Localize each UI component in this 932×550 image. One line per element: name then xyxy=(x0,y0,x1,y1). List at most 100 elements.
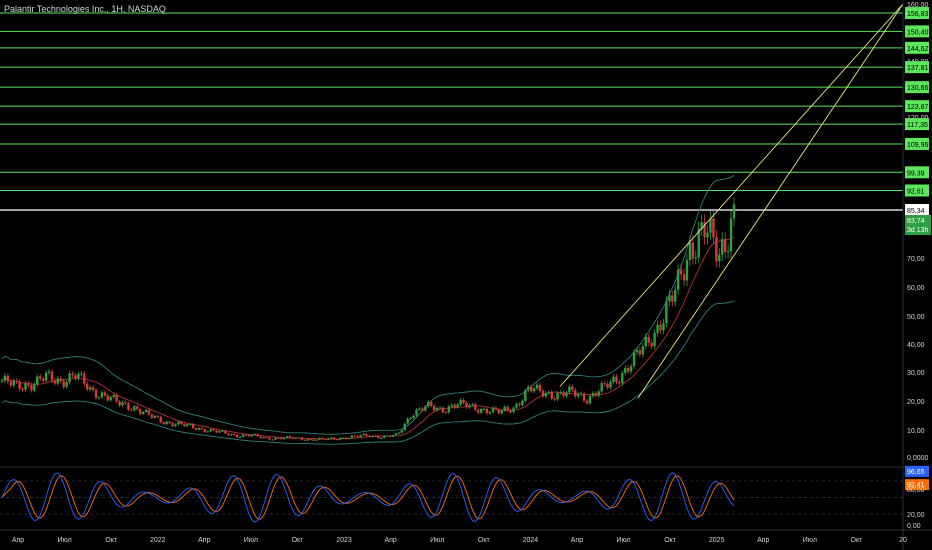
stoch-d-label-bg xyxy=(905,479,929,491)
x-tick-label: Апр xyxy=(12,537,24,544)
candle-body xyxy=(56,378,60,384)
candle-body xyxy=(471,404,474,406)
candle-body xyxy=(133,406,136,411)
candle-body xyxy=(297,437,301,439)
candle-body xyxy=(477,409,480,413)
level-label: 130,66 xyxy=(907,85,929,92)
level-label-bg xyxy=(905,25,929,38)
candle-body xyxy=(691,242,695,259)
candle-body xyxy=(162,422,165,425)
candle-body xyxy=(527,387,530,391)
candle-body xyxy=(529,387,533,392)
candle-body xyxy=(606,383,609,388)
candle-body xyxy=(594,393,598,396)
trend-line-upper xyxy=(559,3,904,387)
last-price-label-bg xyxy=(905,215,931,236)
candle-body xyxy=(156,415,160,417)
moving-average-line xyxy=(1,236,735,440)
x-tick-label: 2024 xyxy=(523,537,539,544)
candle-body xyxy=(541,390,545,397)
level-label-bg xyxy=(905,61,929,74)
bollinger-lower-band xyxy=(1,300,735,445)
level-label: 99,39 xyxy=(907,170,925,177)
candle-body xyxy=(726,251,730,253)
candle-body xyxy=(100,392,104,398)
candle-body xyxy=(391,435,395,437)
candle-body xyxy=(218,431,221,433)
candle-body xyxy=(338,437,342,440)
level-label: 109,96 xyxy=(907,142,929,149)
candle-body xyxy=(353,435,356,437)
y-tick-label: 10,00 xyxy=(907,428,925,435)
candle-body xyxy=(200,428,204,430)
candle-body xyxy=(515,403,518,408)
x-tick-label: Июл xyxy=(616,537,630,544)
candle-body xyxy=(459,399,462,405)
candle-body xyxy=(615,376,618,382)
x-tick-label: Июл xyxy=(244,537,258,544)
candle-body xyxy=(71,373,74,376)
candle-body xyxy=(247,435,251,437)
candle-body xyxy=(306,439,309,441)
candle-body xyxy=(203,429,207,433)
candle-body xyxy=(9,381,13,386)
candle-body xyxy=(544,393,548,397)
trend-line-lower xyxy=(637,3,904,399)
candle-body xyxy=(356,435,359,437)
candle-body xyxy=(629,366,633,372)
y-tick-label: 60,00 xyxy=(907,285,925,292)
candle-body xyxy=(344,437,348,439)
candle-body xyxy=(80,373,83,375)
candle-body xyxy=(303,439,306,441)
candle-body xyxy=(371,435,374,437)
candle-body xyxy=(403,423,406,431)
candle-body xyxy=(241,434,245,437)
candle-body xyxy=(624,367,627,373)
candle-body xyxy=(274,437,277,440)
candle-body xyxy=(512,407,515,413)
candle-body xyxy=(374,435,377,437)
candle-body xyxy=(121,402,124,406)
y-tick-label: 20,00 xyxy=(907,399,925,406)
candle-body xyxy=(6,375,10,382)
last-price-countdown: 3d 13h xyxy=(907,227,929,234)
candle-body xyxy=(244,434,248,436)
candle-body xyxy=(394,433,398,436)
candle-body xyxy=(418,408,421,410)
candle-body xyxy=(362,433,365,436)
x-tick-label: Апр xyxy=(198,537,210,544)
level-label: 92,61 xyxy=(907,188,925,195)
candle-body xyxy=(191,424,195,429)
level-label-bg xyxy=(905,184,929,197)
stoch-k-label: 96,65 xyxy=(907,469,925,476)
candle-body xyxy=(124,402,127,404)
x-tick-label: 2025 xyxy=(709,537,725,544)
candle-body xyxy=(538,384,542,391)
candle-body xyxy=(365,433,368,436)
candle-body xyxy=(147,410,151,415)
candle-body xyxy=(327,438,330,440)
candle-body xyxy=(532,388,536,392)
candle-body xyxy=(488,412,492,414)
candle-body xyxy=(44,372,48,381)
candle-body xyxy=(33,384,36,391)
candle-body xyxy=(694,257,697,259)
candle-body xyxy=(21,389,24,391)
candle-body xyxy=(653,333,656,347)
candle-body xyxy=(77,374,80,379)
candle-body xyxy=(662,323,665,331)
candle-body xyxy=(582,393,586,401)
last-price-label: 83,74 xyxy=(907,218,925,225)
candle-body xyxy=(482,409,486,411)
candle-body xyxy=(415,409,418,416)
candle-body xyxy=(130,409,133,411)
candle-body xyxy=(412,415,415,419)
candle-body xyxy=(479,409,483,413)
candle-body xyxy=(168,421,171,423)
candle-body xyxy=(138,409,142,414)
level-label: 117,35 xyxy=(907,122,928,129)
chart-title: Palantir Technologies Inc., 1H, NASDAQ xyxy=(4,4,166,14)
candle-body xyxy=(180,421,183,424)
y-tick-label: 70,00 xyxy=(907,256,925,263)
